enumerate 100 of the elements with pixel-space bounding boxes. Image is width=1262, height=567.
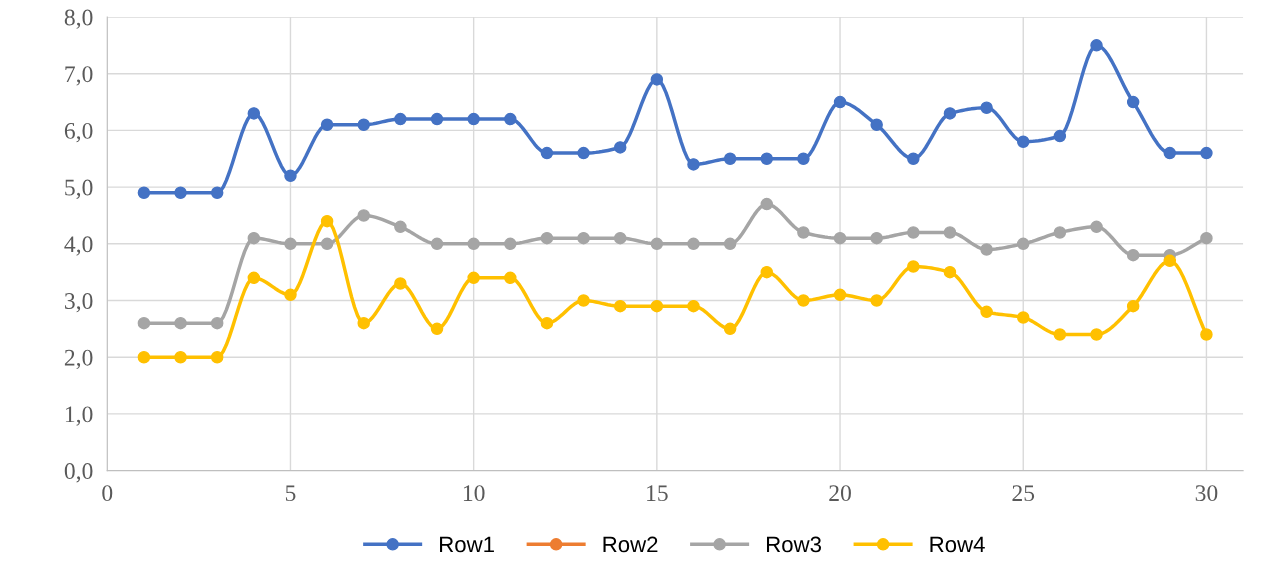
point [723, 237, 737, 251]
point [907, 260, 920, 273]
legend-label: Row2 [603, 536, 658, 553]
point [613, 141, 627, 154]
point [467, 237, 480, 251]
point [943, 107, 957, 120]
point [797, 226, 810, 239]
point [540, 146, 554, 160]
point [1090, 328, 1103, 341]
point [430, 322, 444, 336]
point [1200, 231, 1213, 245]
point [1053, 226, 1067, 239]
point [687, 299, 700, 313]
y-tick-label: 7,0 [65, 66, 93, 86]
point [467, 271, 480, 285]
point [833, 231, 847, 245]
y-tick-label: 4,0 [64, 236, 93, 256]
point [284, 169, 297, 183]
x-tick-label: 30 [1195, 485, 1218, 502]
legend-label: Row4 [930, 536, 985, 553]
point [247, 107, 261, 120]
point [540, 231, 554, 245]
point [797, 294, 810, 307]
point [613, 231, 627, 245]
point [1200, 328, 1213, 341]
point [210, 350, 224, 364]
point [870, 231, 883, 245]
point [833, 288, 847, 302]
point [394, 277, 407, 290]
x-tick-label: 5 [285, 485, 296, 502]
point [870, 294, 883, 307]
point [174, 350, 187, 364]
point [357, 118, 370, 131]
point [210, 316, 224, 330]
point [394, 112, 407, 126]
point [1016, 237, 1030, 251]
y-tick-label: 3,0 [65, 293, 93, 313]
y-tick-label: 6,0 [64, 122, 93, 143]
point [1126, 299, 1140, 313]
point [284, 237, 297, 251]
point [137, 350, 151, 364]
point [650, 73, 664, 86]
point [174, 316, 187, 330]
point [137, 316, 151, 330]
x-tick-label: 20 [829, 485, 851, 502]
point [577, 294, 590, 307]
point [797, 152, 810, 166]
point [760, 197, 774, 211]
point [980, 243, 993, 256]
y-tick-label: 0,0 [64, 463, 93, 483]
x-tick-label: 25 [1012, 485, 1035, 502]
point [504, 271, 517, 285]
point [1126, 95, 1140, 109]
legend-label: Row3 [766, 536, 822, 553]
point [320, 214, 334, 228]
point [1200, 146, 1213, 160]
point [760, 152, 774, 166]
point [320, 237, 334, 251]
point [1016, 135, 1030, 149]
point [1053, 129, 1067, 143]
point [1090, 39, 1103, 52]
legend-label: Row1 [440, 536, 494, 553]
point [723, 152, 737, 166]
point [320, 118, 334, 131]
point [174, 186, 187, 200]
point [247, 231, 261, 245]
point [907, 226, 920, 239]
point [1090, 220, 1103, 234]
point [577, 146, 590, 160]
point [357, 316, 370, 330]
point [650, 299, 664, 313]
point [247, 271, 261, 285]
point [577, 231, 590, 245]
point [1163, 254, 1177, 268]
point [430, 237, 444, 251]
point [687, 158, 700, 171]
y-tick-label: 8,0 [64, 9, 93, 29]
point [760, 265, 774, 279]
point [907, 152, 920, 166]
point [980, 101, 993, 114]
point [650, 237, 664, 251]
point [613, 299, 627, 313]
point [1163, 146, 1177, 160]
point [687, 237, 700, 251]
point [210, 186, 224, 200]
point [357, 209, 370, 222]
point [1053, 328, 1067, 341]
point [833, 95, 847, 109]
point [504, 237, 517, 251]
point [284, 288, 297, 302]
point [504, 112, 517, 126]
point [137, 186, 151, 200]
point [430, 112, 444, 126]
point [467, 112, 480, 126]
x-tick-label: 10 [463, 485, 485, 502]
point [943, 226, 957, 239]
y-tick-label: 1,0 [65, 406, 93, 426]
x-tick-label: 0 [102, 485, 113, 502]
point [1016, 311, 1030, 324]
point [723, 322, 737, 336]
